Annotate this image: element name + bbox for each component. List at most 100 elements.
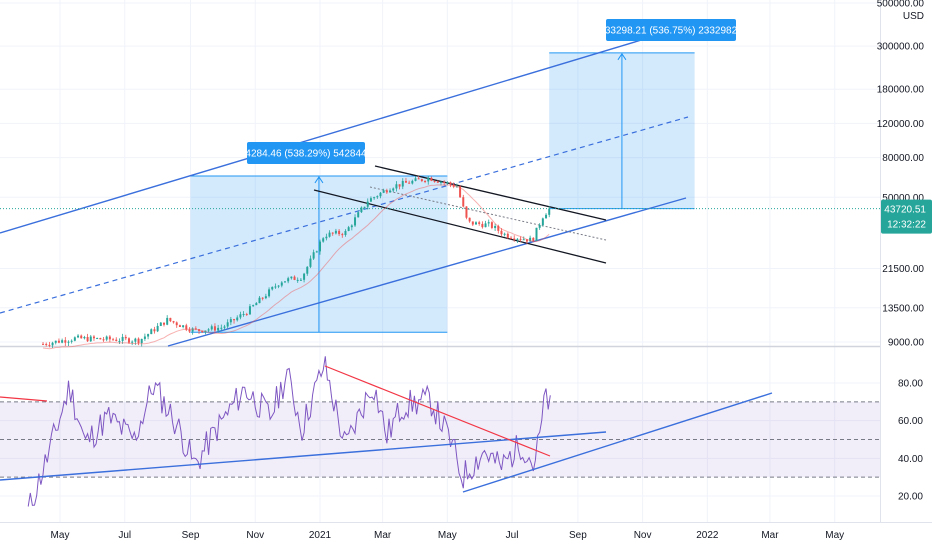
rsi-resistance-line[interactable] bbox=[324, 365, 551, 457]
candle-body bbox=[51, 342, 54, 346]
candle-body bbox=[131, 341, 134, 343]
moving-average-line bbox=[42, 184, 550, 350]
channel-midline[interactable] bbox=[0, 116, 689, 314]
rsi-support-line[interactable] bbox=[0, 431, 607, 481]
time-tick-label: Mar bbox=[761, 530, 779, 541]
candle-body bbox=[411, 180, 414, 184]
candle-body bbox=[478, 222, 481, 224]
currency-label: USD bbox=[903, 11, 924, 22]
price-tick-label: 50000.00 bbox=[882, 193, 924, 204]
candle-body bbox=[392, 188, 395, 191]
descending-channel-mid[interactable] bbox=[369, 186, 607, 241]
candle-body bbox=[439, 181, 442, 183]
candle-body bbox=[54, 340, 57, 343]
rsi-band-fill bbox=[0, 401, 880, 478]
candle-body bbox=[455, 186, 458, 188]
candle-body bbox=[92, 336, 95, 339]
current-price-badge bbox=[881, 199, 932, 234]
candle-body bbox=[303, 273, 306, 280]
time-tick-label: 2022 bbox=[696, 530, 719, 541]
candle-body bbox=[233, 319, 236, 321]
time-tick-label: Nov bbox=[246, 530, 264, 541]
candle-body bbox=[150, 329, 153, 335]
candle-body bbox=[274, 286, 277, 288]
candle-body bbox=[188, 329, 191, 332]
candle-body bbox=[334, 230, 337, 234]
measure-label-box[interactable] bbox=[606, 19, 736, 41]
candle-body bbox=[147, 334, 150, 337]
time-tick-label: Jul bbox=[506, 530, 519, 541]
candle-body bbox=[194, 328, 197, 330]
rsi-tick-label: 80.00 bbox=[898, 379, 923, 390]
candle-body bbox=[108, 336, 111, 340]
candle-body bbox=[357, 212, 360, 218]
descending-channel-bottom[interactable] bbox=[313, 189, 607, 264]
rsi-tick-label: 20.00 bbox=[898, 492, 923, 503]
candle-body bbox=[443, 181, 446, 183]
candle-body bbox=[204, 330, 207, 333]
candle-body bbox=[268, 289, 271, 297]
candle-body bbox=[331, 232, 334, 234]
candle-body bbox=[541, 218, 544, 226]
rsi-resistance-line-early[interactable] bbox=[0, 396, 48, 402]
candle-body bbox=[236, 317, 239, 321]
candle-body bbox=[134, 338, 137, 342]
candle-body bbox=[449, 182, 452, 185]
candle-body bbox=[210, 326, 213, 330]
candle-body bbox=[223, 326, 226, 328]
candle-body bbox=[363, 206, 366, 208]
candle-body bbox=[404, 180, 407, 183]
candle-body bbox=[506, 233, 509, 238]
candle-body bbox=[382, 190, 385, 193]
candle-body bbox=[77, 335, 80, 338]
candle-body bbox=[379, 192, 382, 197]
candle-body bbox=[156, 325, 159, 332]
candle-body bbox=[213, 326, 216, 331]
candle-body bbox=[264, 296, 267, 299]
candle-body bbox=[45, 343, 48, 345]
candle-body bbox=[430, 177, 433, 181]
candle-body bbox=[322, 238, 325, 242]
candle-body bbox=[338, 230, 341, 235]
candle-body bbox=[280, 282, 283, 286]
candle-body bbox=[239, 314, 242, 318]
time-tick-label: Jul bbox=[118, 530, 131, 541]
candle-body bbox=[70, 340, 73, 342]
channel-upper-line[interactable] bbox=[0, 37, 649, 234]
candle-body bbox=[350, 225, 353, 228]
candle-body bbox=[398, 184, 401, 187]
candle-body bbox=[462, 197, 465, 207]
candle-body bbox=[261, 297, 264, 299]
candle-body bbox=[118, 340, 121, 342]
candle-body bbox=[532, 237, 535, 241]
candle-body bbox=[198, 329, 201, 331]
candle-body bbox=[112, 339, 115, 341]
candle-body bbox=[287, 278, 290, 282]
price-tick-label: 120000.00 bbox=[877, 119, 925, 130]
candle-body bbox=[245, 314, 248, 316]
measure-arrow-head bbox=[314, 176, 324, 184]
candle-body bbox=[290, 276, 293, 279]
measure-label-text: 233298.21 (536.75%) 23329821 bbox=[599, 26, 743, 37]
candle-body bbox=[166, 317, 169, 325]
candle-body bbox=[494, 225, 497, 228]
rsi-rising-support-line[interactable] bbox=[462, 392, 773, 493]
candle-body bbox=[169, 317, 172, 322]
channel-lower-line[interactable] bbox=[167, 197, 687, 347]
candle-body bbox=[385, 190, 388, 193]
candle-body bbox=[140, 338, 143, 344]
candle-body bbox=[414, 178, 417, 181]
candle-body bbox=[328, 232, 331, 237]
time-tick-label: Sep bbox=[569, 530, 587, 541]
price-tick-label: 500000.00 bbox=[877, 0, 925, 10]
candle-body bbox=[513, 238, 516, 240]
candle-body bbox=[178, 325, 181, 327]
candle-body bbox=[417, 178, 420, 180]
candle-body bbox=[471, 221, 474, 225]
candle-body bbox=[503, 233, 506, 235]
candle-body bbox=[516, 238, 519, 240]
descending-channel-top[interactable] bbox=[374, 165, 607, 221]
measure-label-box[interactable] bbox=[247, 142, 365, 164]
